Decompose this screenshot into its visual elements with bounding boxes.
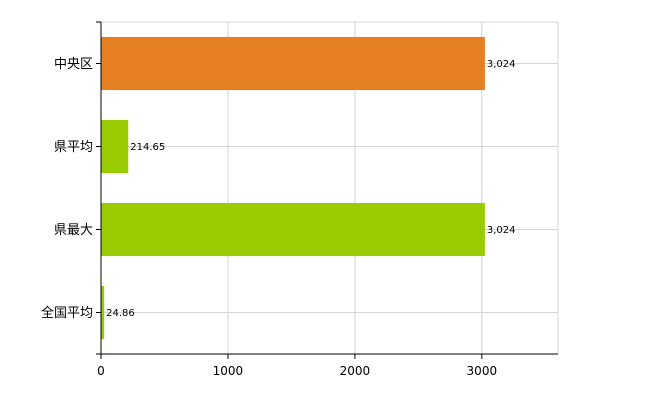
category-label: 県平均 bbox=[54, 140, 93, 155]
x-tick-label: 1000 bbox=[213, 364, 244, 378]
bars bbox=[101, 36, 485, 340]
category-label: 県最大 bbox=[54, 223, 93, 238]
data-label: 3,024 bbox=[487, 59, 516, 70]
bar bbox=[101, 36, 485, 91]
labels: 3,024 中央区 214.65 県平均 3,024 県最大 24.86 全国平均 0 1000 2… bbox=[41, 57, 516, 378]
x-tick-label: 2000 bbox=[340, 364, 371, 378]
x-tick-label: 3000 bbox=[467, 364, 498, 378]
data-label: 3,024 bbox=[487, 225, 516, 236]
x-tick-label: 0 bbox=[97, 364, 105, 378]
category-label: 全国平均 bbox=[41, 305, 93, 321]
bar bbox=[101, 119, 129, 174]
axes bbox=[96, 21, 558, 359]
data-label: 214.65 bbox=[130, 142, 165, 153]
category-label: 中央区 bbox=[54, 57, 93, 72]
data-label: 24.86 bbox=[106, 308, 135, 319]
bar bbox=[101, 285, 105, 340]
bar bbox=[101, 202, 485, 257]
